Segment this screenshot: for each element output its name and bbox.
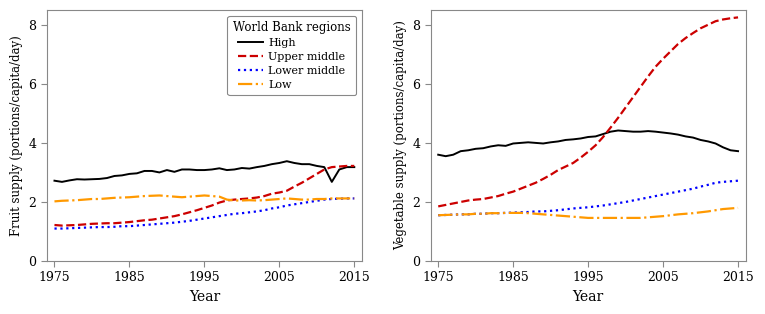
X-axis label: Year: Year [572,290,604,304]
Y-axis label: Vegetable supply (portions/capita/day): Vegetable supply (portions/capita/day) [394,21,407,251]
Y-axis label: Fruit supply (portions/capita/day): Fruit supply (portions/capita/day) [10,35,23,236]
Legend: High, Upper middle, Lower middle, Low: High, Upper middle, Lower middle, Low [227,16,356,95]
X-axis label: Year: Year [189,290,220,304]
